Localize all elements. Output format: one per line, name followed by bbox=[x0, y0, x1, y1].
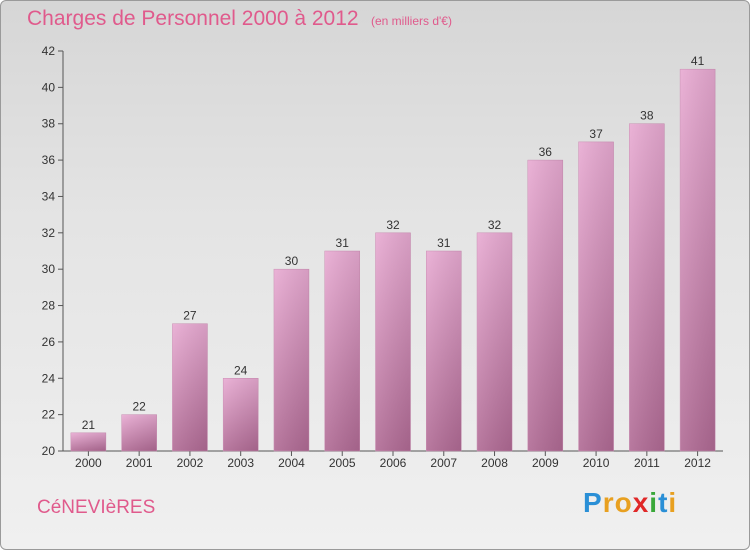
bars bbox=[70, 68, 716, 452]
data-label: 22 bbox=[132, 400, 146, 414]
x-tick-label: 2006 bbox=[380, 456, 407, 470]
y-tick-label: 34 bbox=[42, 189, 56, 203]
bar-shade bbox=[223, 378, 259, 451]
y-tick-label: 38 bbox=[42, 117, 56, 131]
bar-shade bbox=[477, 232, 513, 451]
brand-letter: r bbox=[602, 487, 615, 518]
data-label: 27 bbox=[183, 309, 197, 323]
x-tick-label: 2008 bbox=[481, 456, 508, 470]
x-tick-label: 2010 bbox=[583, 456, 610, 470]
chart-subtitle: (en milliers d'€) bbox=[371, 14, 452, 28]
bar-shade bbox=[680, 69, 716, 451]
y-tick-label: 32 bbox=[42, 226, 56, 240]
bar-shade bbox=[527, 160, 563, 451]
bar-shade bbox=[273, 269, 309, 451]
bar-shade bbox=[375, 232, 411, 451]
x-tick-label: 2007 bbox=[430, 456, 457, 470]
data-labels: 21 22 27 24 30 31 32 31 32 36 37 38 41 bbox=[82, 54, 705, 432]
bar-shade bbox=[426, 251, 462, 451]
y-tick-label: 42 bbox=[42, 44, 56, 58]
bar-shade bbox=[70, 432, 106, 451]
y-tick-label: 24 bbox=[42, 371, 56, 385]
y-tick-label: 26 bbox=[42, 335, 56, 349]
data-label: 31 bbox=[437, 236, 451, 250]
data-label: 30 bbox=[285, 254, 299, 268]
brand-letter: i bbox=[649, 487, 659, 518]
y-tick-label: 40 bbox=[42, 80, 56, 94]
bar-shade bbox=[578, 141, 614, 451]
y-tick-label: 36 bbox=[42, 153, 56, 167]
bar-shade bbox=[629, 123, 665, 452]
x-tick-label: 2001 bbox=[126, 456, 153, 470]
x-tick-label: 2004 bbox=[278, 456, 305, 470]
data-label: 37 bbox=[589, 127, 603, 141]
x-tick-label: 2005 bbox=[329, 456, 356, 470]
x-tick-label: 2011 bbox=[634, 456, 660, 470]
brand-letter: t bbox=[658, 487, 669, 518]
brand-letter: o bbox=[614, 487, 633, 518]
x-tick-label: 2012 bbox=[684, 456, 711, 470]
brand-letter: i bbox=[668, 487, 678, 518]
bar-shade bbox=[121, 414, 157, 451]
data-label: 24 bbox=[234, 363, 248, 377]
data-label: 38 bbox=[640, 109, 654, 123]
x-tick-label: 2003 bbox=[227, 456, 254, 470]
data-label: 32 bbox=[488, 218, 502, 232]
data-label: 21 bbox=[82, 418, 96, 432]
y-tick-label: 22 bbox=[42, 408, 56, 422]
data-label: 41 bbox=[691, 54, 705, 68]
brand-letter: P bbox=[583, 487, 603, 518]
data-label: 31 bbox=[336, 236, 350, 250]
x-tick-label: 2009 bbox=[532, 456, 559, 470]
bar-shade bbox=[172, 323, 208, 451]
bar-shade bbox=[324, 251, 360, 451]
x-tick-label: 2000 bbox=[75, 456, 102, 470]
brand-letter: x bbox=[632, 487, 650, 518]
brand-logo: Proxiti bbox=[583, 487, 677, 519]
chart-title: Charges de Personnel 2000 à 2012 bbox=[27, 7, 359, 30]
data-label: 36 bbox=[539, 145, 553, 159]
commune-name: CéNEVIèRES bbox=[37, 497, 156, 518]
x-tick-label: 2002 bbox=[177, 456, 204, 470]
y-tick-label: 30 bbox=[42, 262, 56, 276]
y-tick-label: 28 bbox=[42, 299, 56, 313]
y-tick-label: 20 bbox=[42, 444, 56, 458]
data-label: 32 bbox=[386, 218, 400, 232]
